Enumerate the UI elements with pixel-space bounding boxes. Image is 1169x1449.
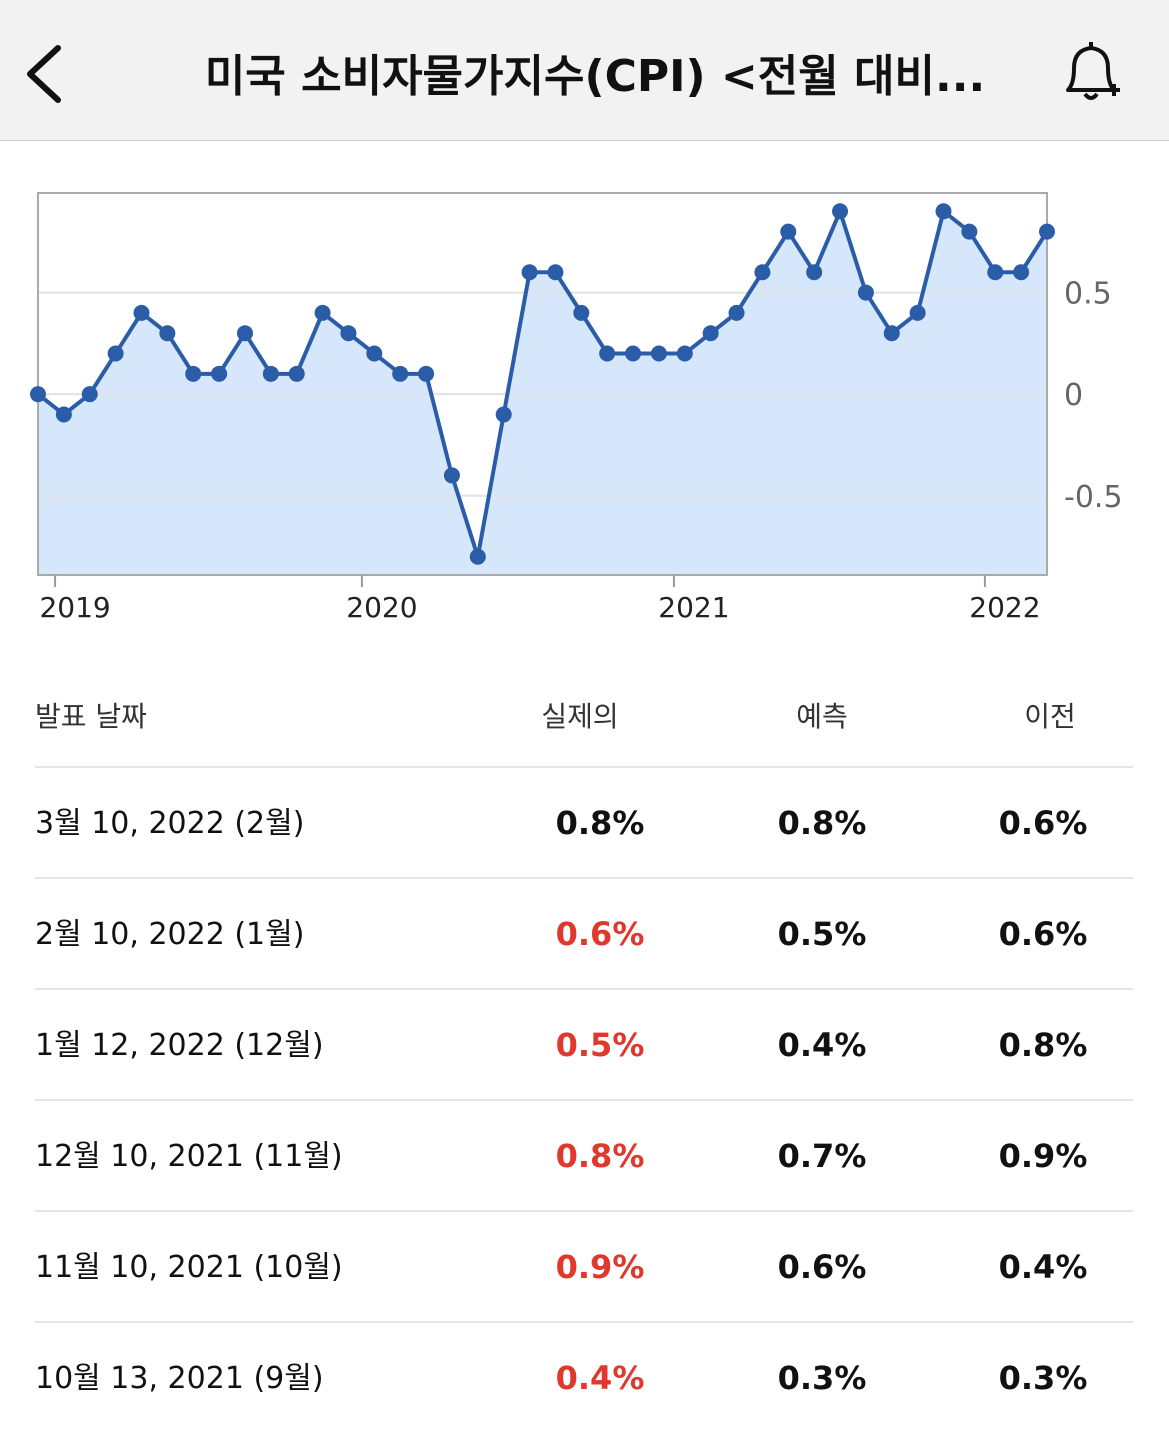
header: 미국 소비자물가지수(CPI) <전월 대비... bbox=[0, 0, 1169, 141]
x-tick-label: 2021 bbox=[658, 591, 729, 624]
previous: 0.3% bbox=[998, 1359, 1088, 1397]
point bbox=[211, 365, 228, 382]
previous: 0.9% bbox=[998, 1137, 1088, 1175]
release-date: 10월 13, 2021 (9월) bbox=[35, 1361, 324, 1396]
actual: 0.4% bbox=[555, 1359, 645, 1397]
release-date: 11월 10, 2021 (10월) bbox=[35, 1250, 343, 1285]
actual: 0.8% bbox=[555, 804, 645, 842]
y-tick-label: 0 bbox=[1064, 378, 1083, 413]
release-date: 1월 12, 2022 (12월) bbox=[35, 1028, 324, 1063]
point bbox=[702, 325, 719, 342]
point bbox=[883, 325, 900, 342]
row-divider bbox=[35, 1099, 1133, 1101]
plot-border bbox=[37, 192, 1048, 576]
x-tick-label: 2020 bbox=[346, 591, 417, 624]
row-divider bbox=[35, 1321, 1133, 1323]
release-date: 2월 10, 2022 (1월) bbox=[35, 917, 305, 952]
release-date: 3월 10, 2022 (2월) bbox=[35, 806, 305, 841]
point bbox=[728, 304, 745, 321]
actual: 0.9% bbox=[555, 1248, 645, 1286]
point bbox=[107, 345, 124, 362]
point bbox=[288, 365, 305, 382]
point bbox=[961, 223, 978, 240]
point bbox=[857, 284, 874, 301]
point bbox=[495, 406, 512, 423]
point bbox=[443, 467, 460, 484]
row-divider bbox=[35, 877, 1133, 879]
point bbox=[418, 365, 435, 382]
column-header: 이전 bbox=[1024, 700, 1076, 733]
point bbox=[650, 345, 667, 362]
column-header: 예측 bbox=[796, 700, 848, 733]
point bbox=[909, 304, 926, 321]
previous: 0.6% bbox=[998, 915, 1088, 953]
point bbox=[392, 365, 409, 382]
point bbox=[780, 223, 797, 240]
point bbox=[81, 386, 98, 403]
line bbox=[36, 209, 1049, 559]
chart: -0.5 0 0.5 2019 2020 2021 2022 bbox=[30, 192, 1123, 624]
x-tick-label: 2019 bbox=[39, 591, 110, 624]
point bbox=[236, 325, 253, 342]
area bbox=[38, 211, 1047, 575]
forecast: 0.3% bbox=[777, 1359, 867, 1397]
point bbox=[625, 345, 642, 362]
y-tick-label: -0.5 bbox=[1064, 480, 1123, 515]
point bbox=[676, 345, 693, 362]
point bbox=[30, 386, 46, 403]
column-header: 실제의 bbox=[541, 700, 619, 733]
previous: 0.8% bbox=[998, 1026, 1088, 1064]
forecast: 0.6% bbox=[777, 1248, 867, 1286]
point bbox=[262, 365, 279, 382]
x-tick-label: 2022 bbox=[969, 591, 1040, 624]
point bbox=[754, 264, 771, 281]
forecast: 0.5% bbox=[777, 915, 867, 953]
previous: 0.4% bbox=[998, 1248, 1088, 1286]
y-tick-label: 0.5 bbox=[1064, 277, 1112, 312]
point bbox=[1013, 264, 1030, 281]
point bbox=[987, 264, 1004, 281]
forecast: 0.4% bbox=[777, 1026, 867, 1064]
point bbox=[521, 264, 538, 281]
point bbox=[573, 304, 590, 321]
row-divider bbox=[35, 1210, 1133, 1212]
release-date: 12월 10, 2021 (11월) bbox=[35, 1139, 343, 1174]
point bbox=[1039, 223, 1055, 240]
point bbox=[832, 203, 849, 220]
actual: 0.5% bbox=[555, 1026, 645, 1064]
forecast: 0.7% bbox=[777, 1137, 867, 1175]
point bbox=[55, 406, 72, 423]
back-button[interactable] bbox=[20, 40, 70, 110]
point bbox=[185, 365, 202, 382]
previous: 0.6% bbox=[998, 804, 1088, 842]
column-header: 발표 날짜 bbox=[35, 700, 147, 733]
actual: 0.8% bbox=[555, 1137, 645, 1175]
row-divider bbox=[35, 766, 1133, 768]
title: 미국 소비자물가지수(CPI) <전월 대비... bbox=[204, 51, 986, 102]
row-divider bbox=[35, 988, 1133, 990]
point bbox=[340, 325, 357, 342]
point bbox=[314, 304, 331, 321]
point bbox=[806, 264, 823, 281]
point bbox=[159, 325, 176, 342]
point bbox=[469, 548, 486, 565]
point bbox=[599, 345, 616, 362]
actual: 0.6% bbox=[555, 915, 645, 953]
forecast: 0.8% bbox=[777, 804, 867, 842]
point bbox=[366, 345, 383, 362]
point bbox=[133, 304, 150, 321]
point bbox=[935, 203, 952, 220]
point bbox=[547, 264, 564, 281]
alert-button[interactable] bbox=[1058, 38, 1128, 108]
